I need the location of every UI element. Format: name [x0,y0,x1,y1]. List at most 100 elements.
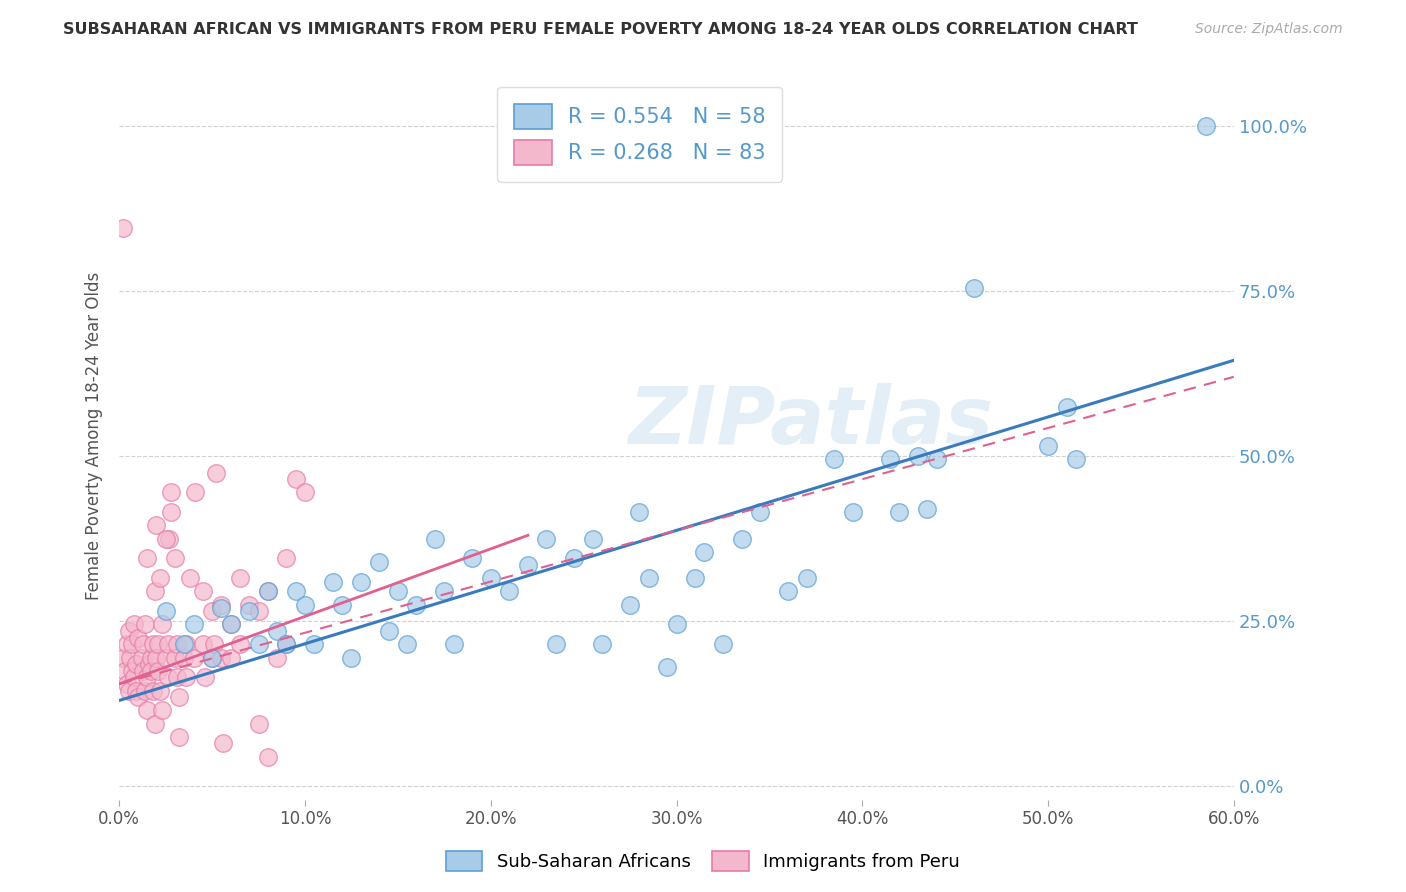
Point [461,551,484,566]
Point [173,637,195,651]
Point [160,485,183,500]
Point [145,650,167,665]
Point [143,584,166,599]
Point [194,670,217,684]
Point [134,617,156,632]
Point [405,598,427,612]
Point [114,664,136,678]
Point [498,584,520,599]
Point [209,601,232,615]
Point [693,545,716,559]
Point [150,703,173,717]
Point [184,485,207,500]
Point [167,690,190,705]
Point [150,617,173,632]
Point [122,617,145,632]
Point [1195,119,1218,133]
Point [201,650,224,665]
Point [536,532,558,546]
Y-axis label: Female Poverty Among 18-24 Year Olds: Female Poverty Among 18-24 Year Olds [86,272,103,600]
Legend: R = 0.554   N = 58, R = 0.268   N = 83: R = 0.554 N = 58, R = 0.268 N = 83 [498,87,783,182]
Point [842,505,865,519]
Point [796,571,818,585]
Point [125,657,148,672]
Point [201,604,224,618]
Point [479,571,502,585]
Point [238,598,260,612]
Point [202,637,225,651]
Point [711,637,734,651]
Point [582,532,605,546]
Point [121,664,143,678]
Point [209,650,232,665]
Point [879,452,901,467]
Point [183,650,205,665]
Point [917,502,939,516]
Point [1064,452,1087,467]
Point [115,637,138,651]
Point [148,664,170,678]
Point [294,598,316,612]
Point [134,683,156,698]
Point [138,657,160,672]
Point [117,624,139,639]
Point [136,670,159,684]
Point [131,650,153,665]
Point [156,670,179,684]
Point [516,558,538,572]
Point [155,604,177,618]
Point [284,584,307,599]
Point [637,571,659,585]
Point [179,571,201,585]
Point [257,584,280,599]
Point [139,664,162,678]
Point [149,571,172,585]
Point [423,532,446,546]
Point [591,637,613,651]
Point [276,637,298,651]
Point [304,637,326,651]
Point [665,617,688,632]
Point [730,532,752,546]
Point [212,736,235,750]
Point [122,670,145,684]
Point [142,683,165,698]
Point [163,551,186,566]
Point [149,683,172,698]
Point [160,505,183,519]
Point [823,452,845,467]
Point [963,280,986,294]
Point [156,637,179,651]
Point [205,466,228,480]
Point [120,650,142,665]
Point [907,449,929,463]
Point [368,555,391,569]
Point [219,617,242,632]
Point [139,650,162,665]
Point [201,650,224,665]
Point [322,574,344,589]
Point [159,532,181,546]
Point [1056,400,1078,414]
Point [657,660,679,674]
Point [247,604,270,618]
Point [191,637,214,651]
Point [111,221,134,235]
Point [136,551,159,566]
Point [143,716,166,731]
Point [266,624,288,639]
Point [257,584,280,599]
Point [111,650,134,665]
Point [125,683,148,698]
Point [145,518,167,533]
Point [174,637,197,651]
Point [889,505,911,519]
Point [443,637,465,651]
Point [340,650,363,665]
Point [284,472,307,486]
Point [229,637,252,651]
Point [247,637,270,651]
Point [121,637,143,651]
Point [132,637,155,651]
Point [173,650,195,665]
